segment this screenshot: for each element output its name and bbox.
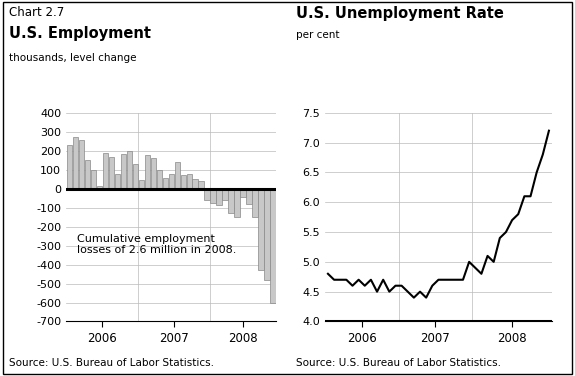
Bar bbox=[258, 189, 263, 270]
Bar bbox=[126, 151, 132, 189]
Text: Source: U.S. Bureau of Labor Statistics.: Source: U.S. Bureau of Labor Statistics. bbox=[9, 358, 214, 368]
Bar bbox=[270, 189, 275, 303]
Bar bbox=[223, 189, 228, 200]
Bar bbox=[168, 174, 174, 189]
Bar bbox=[132, 164, 137, 189]
Bar bbox=[90, 170, 95, 189]
Text: per cent: per cent bbox=[296, 30, 340, 40]
Bar bbox=[85, 160, 90, 189]
Bar bbox=[156, 170, 162, 189]
Bar bbox=[109, 158, 114, 189]
Bar bbox=[79, 140, 84, 189]
Bar bbox=[151, 158, 156, 189]
Bar bbox=[144, 155, 150, 189]
Bar bbox=[235, 189, 240, 217]
Text: Cumulative employment
losses of 2.6 million in 2008.: Cumulative employment losses of 2.6 mill… bbox=[76, 234, 236, 255]
Bar bbox=[198, 181, 204, 189]
Text: U.S. Employment: U.S. Employment bbox=[9, 26, 151, 41]
Bar bbox=[67, 145, 72, 189]
Bar bbox=[97, 186, 102, 189]
Bar bbox=[228, 189, 233, 213]
Bar bbox=[216, 189, 221, 205]
Bar bbox=[102, 153, 108, 189]
Bar bbox=[72, 136, 78, 189]
Bar bbox=[186, 173, 191, 189]
Bar bbox=[264, 189, 270, 280]
Bar bbox=[114, 174, 120, 189]
Bar bbox=[174, 162, 179, 189]
Bar bbox=[205, 189, 210, 200]
Bar bbox=[247, 189, 252, 204]
Bar bbox=[163, 178, 168, 189]
Bar bbox=[210, 189, 216, 203]
Bar bbox=[240, 189, 246, 197]
Bar bbox=[181, 175, 186, 189]
Text: thousands, level change: thousands, level change bbox=[9, 53, 136, 63]
Text: Chart 2.7: Chart 2.7 bbox=[9, 6, 64, 19]
Bar bbox=[121, 153, 126, 189]
Bar bbox=[252, 189, 258, 217]
Bar bbox=[193, 179, 198, 189]
Text: U.S. Unemployment Rate: U.S. Unemployment Rate bbox=[296, 6, 504, 21]
Text: Source: U.S. Bureau of Labor Statistics.: Source: U.S. Bureau of Labor Statistics. bbox=[296, 358, 501, 368]
Bar bbox=[139, 180, 144, 189]
